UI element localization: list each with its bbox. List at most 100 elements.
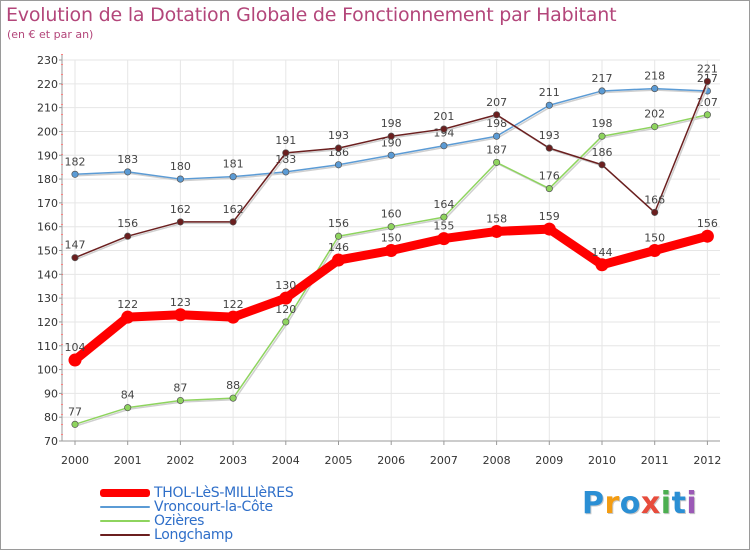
data-label: 147 <box>65 239 86 252</box>
data-label: 122 <box>223 298 244 311</box>
data-label: 123 <box>170 296 191 309</box>
legend-label: Ozières <box>154 513 205 529</box>
data-point <box>387 151 395 159</box>
data-point <box>651 208 659 216</box>
x-tick-label: 2005 <box>325 454 353 467</box>
data-label: 198 <box>381 117 402 130</box>
data-point <box>651 85 659 93</box>
data-point <box>279 291 293 305</box>
data-point <box>71 254 79 262</box>
data-point <box>124 404 132 412</box>
data-label: 198 <box>592 117 613 130</box>
data-label: 187 <box>486 143 507 156</box>
data-point <box>387 132 395 140</box>
legend-swatch <box>100 489 150 497</box>
data-label: 164 <box>433 198 454 211</box>
data-label: 186 <box>592 146 613 159</box>
data-label: 191 <box>275 134 296 147</box>
data-label: 182 <box>65 155 86 168</box>
data-point <box>703 111 711 119</box>
y-tick-label: 110 <box>37 340 58 353</box>
y-tick-label: 90 <box>44 387 58 400</box>
proxiti-logo: Proxiti <box>582 486 697 521</box>
data-point <box>598 87 606 95</box>
data-point <box>282 168 290 176</box>
data-point <box>334 232 343 240</box>
data-point <box>176 175 184 183</box>
data-label: 120 <box>275 303 296 316</box>
y-tick-label: 200 <box>37 125 58 138</box>
logo-letter: P <box>582 486 605 521</box>
y-tick-label: 120 <box>37 316 58 329</box>
data-point <box>440 142 448 150</box>
data-point <box>226 310 240 324</box>
data-point <box>229 394 237 402</box>
legend-swatch <box>100 506 150 508</box>
chart-title: Evolution de la Dotation Globale de Fonc… <box>6 4 617 26</box>
data-label: 176 <box>539 170 560 183</box>
data-label: 198 <box>486 117 507 130</box>
data-label: 201 <box>433 110 454 123</box>
data-point <box>545 185 553 193</box>
data-point <box>176 218 184 226</box>
x-tick-label: 2000 <box>61 454 89 467</box>
data-label: 150 <box>381 232 402 245</box>
data-label: 84 <box>121 389 135 402</box>
y-tick-label: 130 <box>37 292 58 305</box>
legend-label: Longchamp <box>154 527 233 543</box>
data-label: 183 <box>117 153 138 166</box>
data-label: 207 <box>486 96 507 109</box>
x-tick-label: 2007 <box>430 454 458 467</box>
data-point <box>384 244 398 257</box>
data-label: 144 <box>592 246 613 259</box>
x-tick-label: 2003 <box>219 454 247 467</box>
x-tick-label: 2011 <box>641 454 669 467</box>
data-label: 156 <box>697 217 718 230</box>
data-point <box>437 232 451 246</box>
data-point <box>176 396 184 405</box>
data-label: 159 <box>539 210 560 223</box>
data-label: 180 <box>170 160 191 173</box>
y-tick-label: 190 <box>37 149 58 162</box>
legend-label: Vroncourt-la-Côte <box>154 499 273 515</box>
data-point <box>121 310 135 324</box>
data-label: 162 <box>170 203 191 216</box>
legend-label: THOL-LèS-MILLIèRES <box>154 485 294 501</box>
x-tick-label: 2010 <box>588 454 616 467</box>
data-point <box>545 144 553 152</box>
data-label: 166 <box>644 193 665 206</box>
data-point <box>648 244 662 257</box>
legend-swatch <box>100 520 150 522</box>
data-label: 155 <box>433 220 454 233</box>
data-point <box>124 232 132 240</box>
x-tick-label: 2004 <box>272 454 300 467</box>
data-point <box>493 111 501 119</box>
data-point <box>71 420 79 428</box>
logo-letter: o <box>619 486 641 521</box>
data-label: 104 <box>65 341 86 354</box>
data-point <box>334 144 343 152</box>
y-tick-label: 150 <box>37 245 58 258</box>
data-label: 156 <box>117 217 138 230</box>
data-point <box>173 308 187 322</box>
y-tick-label: 170 <box>37 197 58 210</box>
data-label: 162 <box>223 203 244 216</box>
data-point <box>490 224 504 238</box>
data-point <box>595 258 609 272</box>
logo-letter: t <box>671 486 687 521</box>
logo-letter: i <box>660 486 672 521</box>
legend-swatch <box>100 534 150 536</box>
data-point <box>542 222 556 236</box>
data-point <box>598 161 606 169</box>
data-point <box>598 132 606 140</box>
data-point <box>440 213 448 221</box>
chart-subtitle: (en € et par an) <box>7 28 94 41</box>
data-point <box>545 101 553 109</box>
data-point <box>71 170 79 178</box>
data-label: 217 <box>592 72 613 85</box>
data-point <box>493 158 501 166</box>
data-point <box>700 229 714 243</box>
data-point <box>493 132 501 140</box>
x-tick-label: 2009 <box>535 454 563 467</box>
